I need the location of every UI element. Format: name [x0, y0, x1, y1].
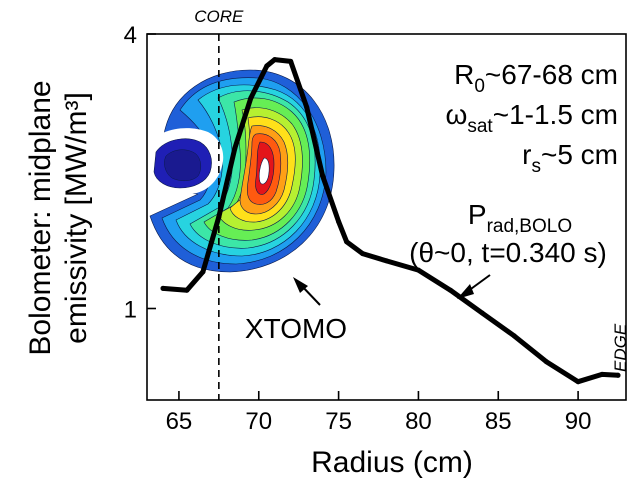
series-point [511, 333, 517, 339]
y-axis-title-line2: emissivity [MW/m³] [60, 92, 93, 344]
series-point [320, 173, 326, 179]
xtomo-level-11 [258, 157, 270, 185]
series-point [264, 63, 270, 69]
series-point [415, 267, 421, 273]
series-point [384, 258, 389, 264]
series-point [288, 58, 294, 64]
arrow-to-bolo-curve [457, 274, 491, 299]
x-axis: 65 70 75 80 85 90 [166, 391, 592, 435]
series-point [575, 379, 581, 385]
series-point [479, 310, 485, 316]
x-tick-label: 90 [565, 408, 592, 435]
annotation-xtomo: XTOMO [245, 313, 347, 344]
plot-frame [146, 33, 627, 401]
x-tick-label: 85 [485, 408, 512, 435]
x-tick-label: 70 [245, 408, 272, 435]
series-point [447, 287, 453, 293]
annotation-rs: rs~5 cm [522, 139, 618, 177]
series-point [184, 287, 190, 293]
series-point [543, 359, 549, 365]
series-points [160, 57, 621, 385]
xtomo-contour-image [148, 69, 335, 273]
series-point [232, 145, 238, 151]
series-point [200, 269, 206, 275]
series-point [216, 214, 222, 220]
series-point [360, 251, 366, 257]
x-tick-label: 75 [325, 408, 352, 435]
series-point [615, 372, 621, 378]
xtomo-low-core-inner [164, 149, 201, 181]
y-tick-label: 4 [124, 22, 137, 49]
x-tick-label: 65 [166, 408, 193, 435]
annotation-prad-bolo: Prad,BOLO [468, 199, 572, 237]
arrow-to-xtomo [293, 277, 321, 306]
series-point [160, 285, 166, 291]
annotation-omega-sat: ωsat~1-1.5 cm [445, 99, 618, 137]
series-point [344, 239, 350, 245]
series-point [248, 95, 254, 101]
series-point [272, 57, 278, 63]
series-point [336, 219, 342, 225]
annotation-r0: R0~67-68 cm [454, 59, 618, 97]
edge-label: EDGE [611, 323, 630, 372]
series-point [599, 371, 605, 377]
y-axis-title-line1: Bolometer: midplane [24, 80, 57, 355]
y-tick-label: 1 [124, 297, 137, 324]
x-tick-label: 80 [405, 408, 432, 435]
series-point [304, 104, 310, 110]
x-axis-title: Radius (cm) [311, 446, 473, 479]
y-axis: 14 [124, 22, 156, 324]
annotation-prad-conditions: (θ~0, t=0.340 s) [409, 237, 607, 268]
core-label: CORE [194, 7, 244, 26]
